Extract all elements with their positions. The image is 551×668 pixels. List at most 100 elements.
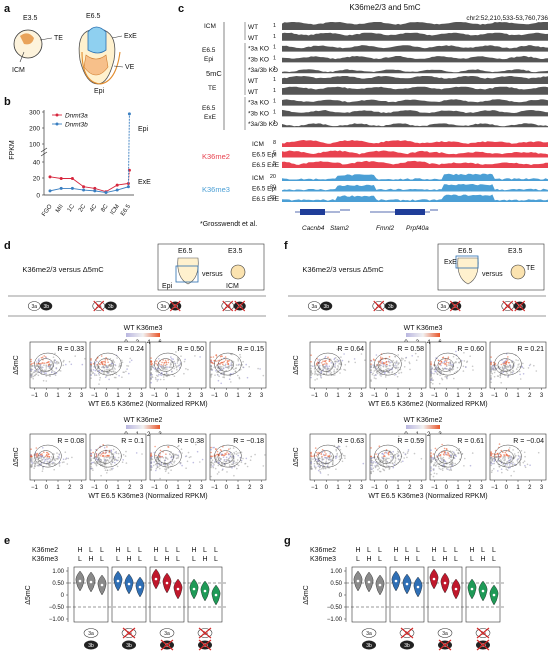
panel-g-median-1-2 bbox=[416, 585, 420, 589]
point-dnmt3b-icm bbox=[115, 188, 119, 192]
panel-f-row1-xtick-label-3-3: 2 bbox=[528, 393, 532, 399]
allele-3a-label: 3a bbox=[480, 631, 486, 637]
panel-d-row2-contour-outer-0 bbox=[34, 444, 62, 468]
panel-d-row2-xtick-label-1-2: 1 bbox=[116, 485, 120, 491]
schema-epi: Epi bbox=[162, 283, 173, 290]
panel-g-row-k36me2: K36me2 bbox=[310, 547, 336, 554]
ko-mark-3a bbox=[222, 300, 234, 312]
panel-e-row-k36me3: K36me3 bbox=[32, 556, 58, 563]
panel-d-row2-points-3 bbox=[210, 445, 266, 478]
panel-g-genotype-3: 3a 3b bbox=[475, 627, 491, 651]
panel-f-row1-xtick-label-3-0: −1 bbox=[491, 393, 499, 399]
panel-g-median-3-1 bbox=[481, 589, 485, 593]
panel-g-median-3-0 bbox=[470, 587, 474, 591]
panel-g-group-box-3 bbox=[465, 566, 501, 623]
panel-d-cbar1-tick-2: 4 bbox=[147, 340, 151, 346]
panel-d-row1-contour-inner-0 bbox=[37, 358, 54, 372]
label-k36me2: K36me2 bbox=[202, 152, 230, 161]
panel-f-row2-xtick-label-2-1: 0 bbox=[445, 485, 449, 491]
group-exe-label: ExE bbox=[204, 114, 217, 121]
ko-mark-3a bbox=[502, 300, 514, 312]
mc-track-scale-6: 1 bbox=[273, 88, 276, 94]
allele-3b-label: 3b bbox=[323, 304, 329, 310]
panel-f-genos-genotype-3: 3a 3b bbox=[501, 300, 526, 312]
panel-g-row-k36me3: K36me3 bbox=[310, 556, 336, 563]
panel-b-xtick-label: E6.5 bbox=[120, 203, 132, 217]
allele-3a bbox=[83, 628, 99, 638]
panel-g-group-box-0 bbox=[351, 566, 387, 623]
panel-d-row1-xtick-label-2-4: 3 bbox=[200, 393, 204, 399]
panel-b-ytick-label: 0 bbox=[36, 193, 40, 200]
panel-f-row2-xtick-label-1-1: 0 bbox=[385, 485, 389, 491]
panel-letter-e: e bbox=[4, 535, 11, 547]
mc-track-scale-1: 1 bbox=[273, 34, 276, 40]
allele-3b-label: 3b bbox=[237, 304, 243, 310]
label-icm: ICM bbox=[12, 67, 25, 74]
panel-d-row2-points-0 bbox=[30, 447, 73, 473]
panel-f-row2-xtick-label-1-0: −1 bbox=[371, 485, 379, 491]
panel-g-k36me3-level-3-1: H bbox=[480, 556, 485, 563]
panel-g-k36me3-level-2-2: L bbox=[454, 556, 458, 563]
panel-e-median-3-0 bbox=[192, 587, 196, 591]
panel-b-ytick-label: 40 bbox=[33, 160, 41, 167]
panel-e-median-2-1 bbox=[165, 581, 169, 585]
panel-d-row2-ylabel: Δ5mC bbox=[13, 447, 20, 466]
panel-f-row2-xtick-label-2-4: 3 bbox=[480, 485, 484, 491]
allele-3b-label: 3b bbox=[126, 643, 132, 649]
panel-f-row2-r-value-1: R = 0.59 bbox=[397, 438, 424, 445]
panel-d-row2-xtick-label-0-0: −1 bbox=[31, 485, 39, 491]
mc-track-scale-3: 1 bbox=[273, 55, 276, 61]
k36me3-track-label-1: E6.5 Epi bbox=[252, 186, 277, 193]
allele-3b bbox=[104, 301, 117, 311]
panel-g-ytick-label-4: −1.00 bbox=[327, 617, 343, 623]
mc-track-label-5: WT bbox=[248, 78, 258, 85]
panel-f-row2-xtick-label-1-3: 2 bbox=[408, 485, 412, 491]
panel-d-row2-contour-outer-2 bbox=[154, 444, 182, 468]
panel-e-genotype-1: 3a 3b bbox=[121, 627, 137, 650]
panel-e-k36me3-level-0-1: H bbox=[88, 556, 93, 563]
panel-f-row1-xtick-label-2-4: 3 bbox=[480, 393, 484, 399]
panel-g-median-0-1 bbox=[367, 580, 371, 584]
panel-e-group-box-0 bbox=[73, 566, 109, 623]
panel-f-row1-xtick-label-1-0: −1 bbox=[371, 393, 379, 399]
allele-3a-label: 3a bbox=[31, 304, 37, 310]
panel-e-k36me3-level-3-0: L bbox=[192, 556, 196, 563]
panel-g-k36me3-level-0-2: L bbox=[378, 556, 382, 563]
panel-f-row2-xtick-label-3-3: 2 bbox=[528, 485, 532, 491]
mc-track-label-2: *3a KO bbox=[248, 46, 269, 53]
mc-track-scale-9: 1 bbox=[273, 120, 276, 126]
panel-d-row2-xtick-label-2-3: 2 bbox=[188, 485, 192, 491]
panel-e-k36me3-level-2-1: H bbox=[164, 556, 169, 563]
mc-track-7 bbox=[282, 99, 548, 106]
panel-d-row2-xlabel: WT E6.5 K36me3 (Normalized RPKM) bbox=[88, 493, 207, 500]
panel-g-group-box-1 bbox=[389, 566, 425, 623]
panel-f-row1-contour-outer-0 bbox=[314, 352, 342, 376]
panel-e-median-1-2 bbox=[138, 585, 142, 589]
ve-layer bbox=[81, 51, 121, 85]
panel-f-genos-genotype-0: 3a 3b bbox=[307, 301, 333, 311]
panel-f-cbar1-bar bbox=[406, 333, 440, 337]
allele-3a-label: 3a bbox=[311, 304, 317, 310]
allele-3b-label: 3b bbox=[88, 643, 94, 649]
allele-3a-label: 3a bbox=[164, 631, 170, 637]
panel-letter-g: g bbox=[284, 535, 291, 547]
panel-f-row2-xtick-label-0-4: 3 bbox=[360, 485, 364, 491]
panel-e-k36me3-level-3-2: L bbox=[214, 556, 218, 563]
panel-d-row1-contour-outer-3 bbox=[214, 352, 242, 376]
panel-e-k36me2-level-0-2: L bbox=[100, 547, 104, 554]
allele-3b-label: 3b bbox=[442, 643, 448, 649]
mc-track-scale-5: 1 bbox=[273, 77, 276, 83]
allele-3a-label: 3a bbox=[225, 304, 231, 310]
panel-d-row2-contour-outer-1 bbox=[94, 444, 122, 468]
panel-f-row2-xtick-label-0-0: −1 bbox=[311, 485, 319, 491]
panel-e-ytick-label-4: −1.00 bbox=[49, 617, 65, 623]
panel-c-title: K36me2/3 and 5mC bbox=[349, 3, 420, 12]
panel-e-k36me3-level-1-2: L bbox=[138, 556, 142, 563]
panel-e-k36me2-level-2-1: L bbox=[165, 547, 169, 554]
panel-f-row2-points-1 bbox=[370, 435, 423, 475]
panel-f-row2-xtick-label-3-2: 1 bbox=[516, 485, 520, 491]
panel-e-k36me2-level-3-1: L bbox=[203, 547, 207, 554]
panel-d-row2-r-value-1: R = 0.1 bbox=[121, 438, 144, 445]
panel-e-k36me3-level-2-2: L bbox=[176, 556, 180, 563]
